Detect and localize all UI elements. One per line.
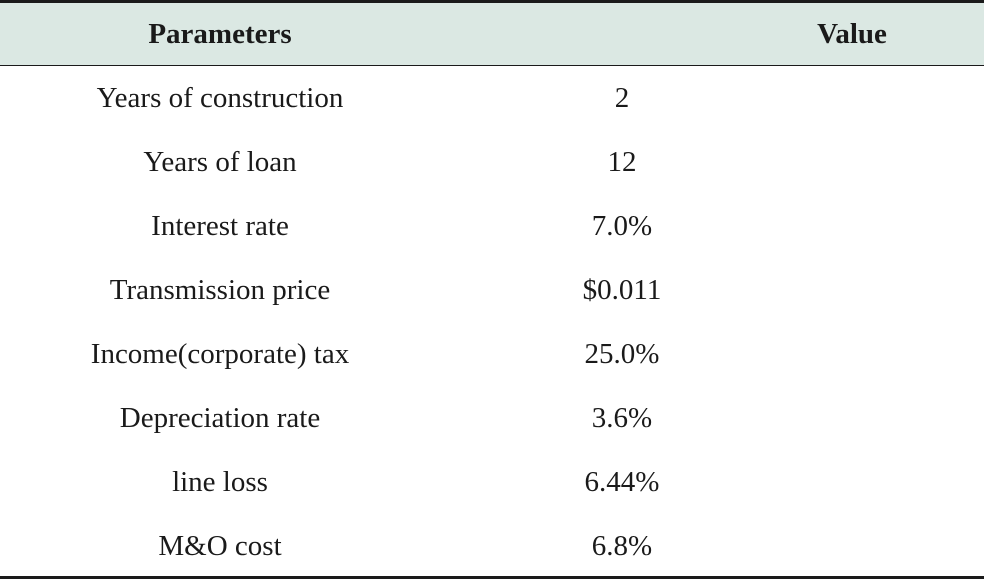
value-text: 3.6% xyxy=(591,401,653,434)
parameter-cell: Income(corporate) tax xyxy=(90,337,350,370)
value-cell: 6.8% xyxy=(440,514,984,578)
table-row: Interest rate 7.0% xyxy=(0,194,984,258)
table-row: line loss 6.44% xyxy=(0,450,984,514)
value-cell: 7.0% xyxy=(440,194,984,258)
value-cell: 2 xyxy=(440,66,984,131)
parameter-table-grid: Parameters Value Years of construction 2… xyxy=(0,3,984,578)
value-cell: 12 xyxy=(440,130,984,194)
table-row: Income(corporate) tax 25.0% xyxy=(0,322,984,386)
parameter-cell: Years of loan xyxy=(143,145,297,178)
table-body: Years of construction 2 Years of loan 12… xyxy=(0,66,984,579)
value-cell: $0.011 xyxy=(440,258,984,322)
value-text: 2 xyxy=(614,81,630,114)
header-value-label: Value xyxy=(817,17,887,50)
header-row: Parameters Value xyxy=(0,3,984,66)
parameter-cell: line loss xyxy=(172,465,268,498)
parameter-cell: Transmission price xyxy=(109,273,331,306)
value-text: $0.011 xyxy=(582,273,662,306)
table-row: Depreciation rate 3.6% xyxy=(0,386,984,450)
table-row: Years of loan 12 xyxy=(0,130,984,194)
header-parameters: Parameters xyxy=(0,3,440,66)
value-text: 7.0% xyxy=(591,209,653,242)
parameter-cell: M&O cost xyxy=(158,529,282,562)
table-header: Parameters Value xyxy=(0,3,984,66)
table-row: Years of construction 2 xyxy=(0,66,984,131)
value-cell: 25.0% xyxy=(440,322,984,386)
value-cell: 3.6% xyxy=(440,386,984,450)
value-cell: 6.44% xyxy=(440,450,984,514)
parameter-cell: Interest rate xyxy=(151,209,289,242)
value-text: 6.8% xyxy=(591,529,653,562)
value-text: 6.44% xyxy=(584,465,660,498)
table-row: M&O cost 6.8% xyxy=(0,514,984,578)
header-value: Value xyxy=(440,3,984,66)
value-text: 12 xyxy=(607,145,637,178)
parameter-cell: Depreciation rate xyxy=(119,401,321,434)
value-text: 25.0% xyxy=(584,337,660,370)
table-row: Transmission price $0.011 xyxy=(0,258,984,322)
parameter-cell: Years of construction xyxy=(96,81,344,114)
